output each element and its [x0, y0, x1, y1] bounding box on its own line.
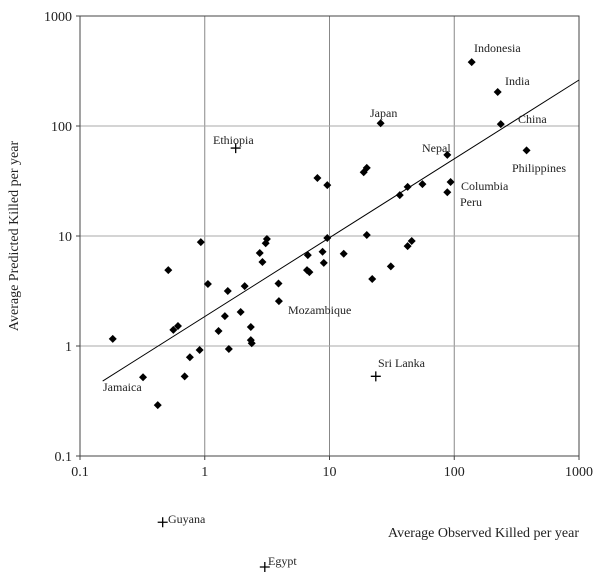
diamond-marker: [418, 180, 427, 189]
diamond-marker: [443, 188, 452, 197]
diamond-marker: [246, 322, 255, 331]
diamond-marker: [368, 275, 377, 284]
diamond-marker: [319, 258, 328, 267]
x-tick-label: 0.1: [71, 465, 89, 480]
diamond-marker: [313, 173, 322, 182]
diamond-marker: [180, 372, 189, 381]
cross-marker: [259, 561, 270, 572]
diamond-marker: [403, 182, 412, 191]
x-tick-label: 1: [201, 465, 208, 480]
diamond-marker: [493, 87, 502, 96]
trendline: [102, 79, 580, 382]
point-annotation: Ethiopia: [213, 133, 254, 147]
diamond-marker: [403, 242, 412, 251]
diamond-marker: [522, 146, 531, 155]
diamond-marker: [339, 249, 348, 258]
diamond-marker: [195, 345, 204, 354]
diamond-marker: [323, 181, 332, 190]
y-tick-label: 0.1: [55, 450, 73, 465]
x-axis-label: Average Observed Killed per year: [388, 526, 579, 541]
diamond-marker: [376, 119, 385, 128]
diamond-marker: [164, 266, 173, 275]
diamond-marker: [362, 231, 371, 240]
diamond-marker: [236, 307, 245, 316]
x-tick-label: 10: [323, 465, 337, 480]
point-annotation: Sri Lanka: [378, 356, 426, 370]
point-annotation: Mozambique: [288, 303, 351, 317]
x-tick-label: 100: [444, 465, 465, 480]
diamond-marker: [274, 297, 283, 306]
y-tick-label: 100: [51, 120, 72, 135]
diamond-marker: [153, 401, 162, 410]
diamond-marker: [467, 58, 476, 67]
diamond-marker: [407, 237, 416, 246]
point-annotation: India: [505, 74, 530, 88]
diamond-marker: [108, 334, 117, 343]
y-tick-label: 1: [65, 340, 72, 355]
point-annotation: Japan: [370, 106, 397, 120]
x-tick-label: 1000: [565, 465, 593, 480]
plot-frame: [79, 15, 580, 457]
diamond-marker: [262, 234, 271, 243]
diamond-marker: [303, 251, 312, 260]
diamond-marker: [220, 312, 229, 321]
point-annotation: Peru: [460, 195, 482, 209]
y-axis-label: Average Predicted Killed per year: [7, 141, 22, 332]
diamond-marker: [258, 258, 267, 267]
diamond-marker: [139, 373, 148, 382]
point-annotation: Jamaica: [103, 380, 142, 394]
diamond-marker: [305, 268, 314, 277]
point-annotation: Guyana: [168, 512, 206, 526]
y-tick-label: 1000: [44, 10, 72, 25]
y-tick-label: 10: [58, 230, 72, 245]
cross-marker: [370, 371, 381, 382]
diamond-marker: [169, 325, 178, 334]
diamond-marker: [240, 282, 249, 291]
point-annotation: Philippines: [512, 161, 566, 175]
point-annotation: China: [518, 112, 547, 126]
diamond-marker: [395, 191, 404, 200]
point-annotation: Columbia: [461, 179, 509, 193]
point-annotation: Egypt: [268, 554, 297, 568]
cross-marker: [157, 517, 168, 528]
point-annotation: Indonesia: [474, 41, 521, 55]
diamond-marker: [173, 321, 182, 330]
diamond-marker: [185, 353, 194, 362]
diamond-marker: [224, 344, 233, 353]
diamond-marker: [323, 233, 332, 242]
diamond-marker: [223, 287, 232, 296]
diamond-marker: [203, 280, 212, 289]
diamond-marker: [362, 163, 371, 172]
cross-marker: [230, 143, 241, 154]
diamond-marker: [446, 177, 455, 186]
diamond-marker: [386, 262, 395, 271]
diamond-marker: [318, 247, 327, 256]
point-annotation: Nepal: [422, 141, 451, 155]
diamond-marker: [255, 249, 264, 258]
diamond-marker: [496, 120, 505, 129]
diamond-marker: [214, 326, 223, 335]
diamond-marker: [443, 150, 452, 159]
diamond-marker: [247, 339, 256, 348]
diamond-marker: [274, 279, 283, 288]
diamond-marker: [196, 238, 205, 247]
